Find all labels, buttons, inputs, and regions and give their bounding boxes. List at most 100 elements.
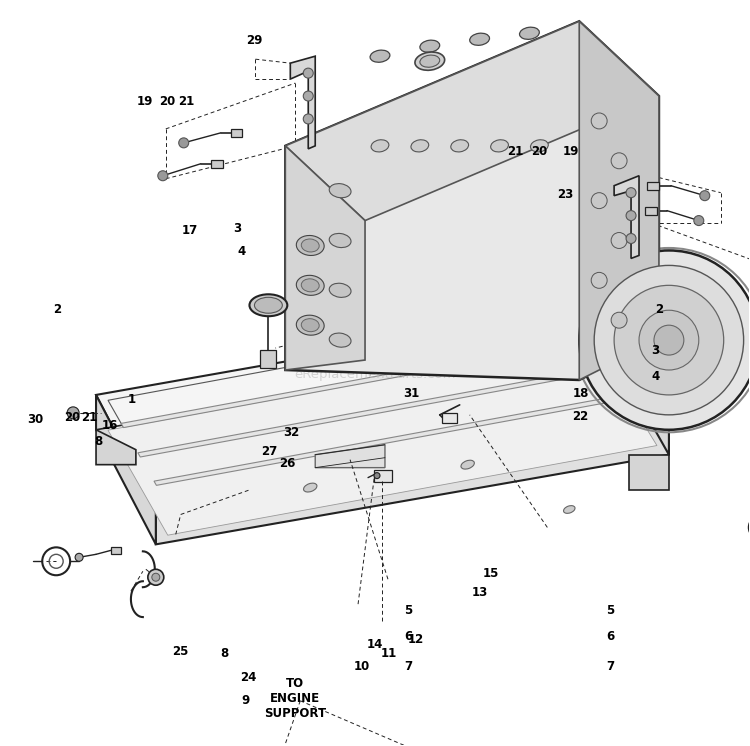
Bar (442, 413, 457, 423)
Ellipse shape (415, 52, 445, 70)
Text: 11: 11 (380, 648, 397, 660)
Bar (374, 470, 392, 482)
Text: 17: 17 (182, 224, 198, 236)
Ellipse shape (250, 294, 287, 316)
Text: 8: 8 (220, 648, 228, 660)
Text: 6: 6 (606, 630, 614, 643)
Text: 24: 24 (240, 671, 256, 684)
Text: 7: 7 (404, 660, 412, 673)
Circle shape (374, 473, 380, 479)
Circle shape (148, 569, 164, 585)
Text: 4: 4 (238, 245, 246, 257)
Polygon shape (290, 56, 315, 149)
Text: 26: 26 (279, 457, 295, 470)
Circle shape (591, 272, 608, 288)
Polygon shape (614, 176, 639, 258)
Text: 20: 20 (159, 95, 176, 108)
Text: 3: 3 (651, 344, 659, 357)
Polygon shape (285, 22, 659, 221)
Text: 30: 30 (27, 413, 44, 425)
Ellipse shape (470, 33, 490, 46)
Circle shape (626, 233, 636, 243)
Text: 20: 20 (531, 145, 548, 158)
Circle shape (639, 310, 699, 370)
Circle shape (626, 188, 636, 198)
Text: 2: 2 (53, 304, 62, 316)
Circle shape (591, 113, 608, 129)
Ellipse shape (461, 460, 474, 469)
Polygon shape (579, 22, 659, 380)
Polygon shape (285, 146, 365, 370)
Ellipse shape (563, 506, 575, 513)
Text: 14: 14 (367, 638, 383, 651)
Text: 16: 16 (101, 419, 118, 431)
Polygon shape (96, 430, 136, 465)
Circle shape (611, 153, 627, 169)
Ellipse shape (302, 239, 320, 252)
Text: 3: 3 (232, 222, 241, 234)
Bar (647, 182, 659, 189)
Text: eReplacementParts.com: eReplacementParts.com (294, 369, 456, 381)
Ellipse shape (329, 333, 351, 347)
Circle shape (152, 573, 160, 581)
Text: TO
ENGINE
SUPPORT: TO ENGINE SUPPORT (264, 677, 326, 721)
Ellipse shape (329, 184, 351, 198)
Circle shape (614, 285, 724, 395)
Circle shape (611, 233, 627, 248)
Circle shape (75, 554, 83, 561)
Circle shape (594, 266, 744, 415)
Text: 20: 20 (64, 411, 80, 424)
Ellipse shape (490, 140, 508, 152)
Polygon shape (138, 363, 627, 457)
Text: 22: 22 (572, 410, 589, 422)
Text: 8: 8 (94, 435, 103, 448)
Ellipse shape (296, 315, 324, 335)
Circle shape (694, 216, 703, 225)
Text: 13: 13 (472, 586, 488, 599)
Ellipse shape (420, 55, 440, 67)
Circle shape (611, 313, 627, 328)
Text: 21: 21 (82, 411, 98, 424)
Polygon shape (122, 333, 609, 427)
Text: 19: 19 (562, 145, 579, 158)
Text: 25: 25 (172, 645, 189, 658)
Text: 18: 18 (572, 386, 589, 400)
Bar (111, 548, 121, 554)
Text: 21: 21 (507, 145, 524, 158)
Circle shape (68, 407, 79, 419)
Polygon shape (315, 445, 385, 468)
Circle shape (158, 171, 168, 181)
Bar (230, 129, 242, 137)
Text: 7: 7 (606, 660, 614, 673)
Text: 10: 10 (353, 660, 370, 673)
Ellipse shape (296, 236, 324, 255)
Polygon shape (96, 305, 669, 510)
Text: 5: 5 (606, 604, 614, 618)
Circle shape (579, 251, 750, 430)
Text: 31: 31 (403, 387, 419, 401)
Text: 4: 4 (651, 370, 659, 383)
Polygon shape (285, 22, 659, 380)
Circle shape (303, 114, 313, 124)
Ellipse shape (420, 40, 440, 52)
Ellipse shape (254, 298, 282, 313)
Ellipse shape (530, 140, 548, 152)
Polygon shape (108, 340, 657, 535)
Ellipse shape (329, 233, 351, 248)
Text: 1: 1 (128, 392, 136, 406)
Circle shape (626, 210, 636, 221)
Ellipse shape (520, 27, 539, 40)
Circle shape (178, 138, 189, 148)
Circle shape (748, 515, 750, 539)
Ellipse shape (302, 279, 320, 292)
Text: 6: 6 (404, 630, 412, 643)
Text: 21: 21 (178, 95, 195, 108)
Ellipse shape (302, 319, 320, 332)
Circle shape (700, 191, 709, 201)
Ellipse shape (451, 140, 469, 152)
Text: 2: 2 (655, 304, 663, 316)
Text: 5: 5 (404, 604, 412, 618)
Circle shape (303, 91, 313, 101)
Text: 9: 9 (242, 694, 250, 706)
Text: 12: 12 (408, 633, 424, 645)
